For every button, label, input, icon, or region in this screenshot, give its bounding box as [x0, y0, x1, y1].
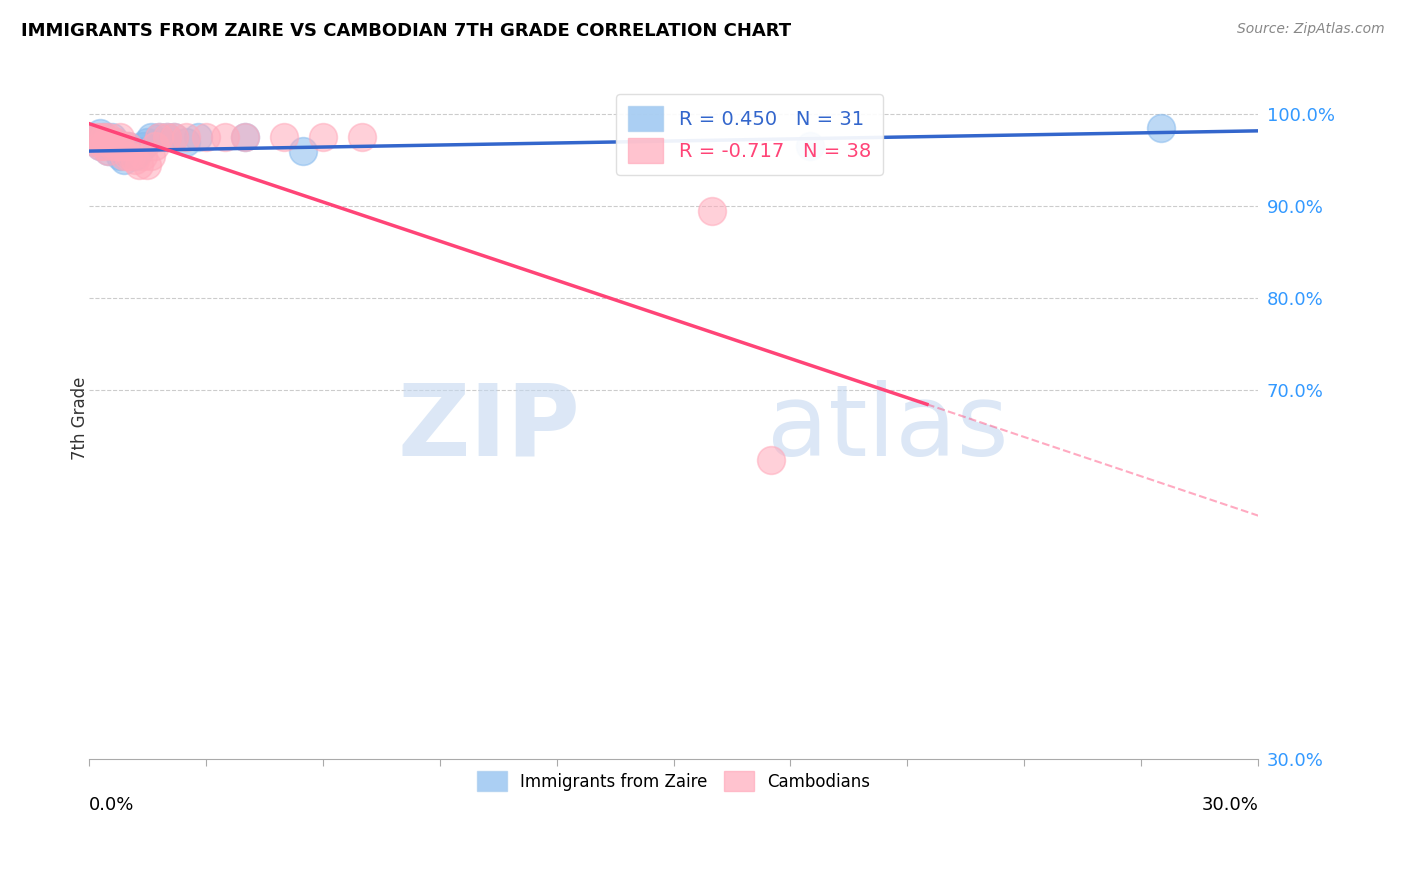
Text: IMMIGRANTS FROM ZAIRE VS CAMBODIAN 7TH GRADE CORRELATION CHART: IMMIGRANTS FROM ZAIRE VS CAMBODIAN 7TH G… — [21, 22, 792, 40]
Point — [128, 158, 150, 172]
Point — [155, 130, 177, 145]
Point — [143, 139, 166, 153]
Point — [89, 139, 111, 153]
Point — [108, 139, 131, 153]
Point — [759, 452, 782, 467]
Point — [97, 130, 120, 145]
Point — [148, 130, 170, 145]
Point — [117, 139, 139, 153]
Point — [124, 153, 146, 168]
Point — [104, 135, 127, 149]
Point — [132, 139, 155, 153]
Point — [112, 139, 135, 153]
Point — [121, 149, 143, 163]
Point — [108, 149, 131, 163]
Point — [136, 135, 159, 149]
Point — [214, 130, 236, 145]
Point — [148, 130, 170, 145]
Point — [101, 130, 124, 145]
Point — [311, 130, 333, 145]
Point — [89, 130, 111, 145]
Text: ZIP: ZIP — [396, 380, 579, 477]
Point — [117, 139, 139, 153]
Point — [799, 139, 821, 153]
Point — [273, 130, 295, 145]
Point — [108, 130, 131, 145]
Point — [194, 130, 217, 145]
Text: 0.0%: 0.0% — [89, 797, 134, 814]
Point — [112, 153, 135, 168]
Legend: Immigrants from Zaire, Cambodians: Immigrants from Zaire, Cambodians — [470, 764, 877, 798]
Point — [139, 149, 162, 163]
Y-axis label: 7th Grade: 7th Grade — [72, 376, 89, 459]
Point — [187, 130, 209, 145]
Point — [233, 130, 256, 145]
Point — [1150, 121, 1173, 136]
Text: 30.0%: 30.0% — [1202, 797, 1258, 814]
Point — [97, 135, 120, 149]
Point — [89, 126, 111, 140]
Point — [155, 130, 177, 145]
Point — [112, 149, 135, 163]
Point — [136, 158, 159, 172]
Point — [292, 144, 315, 158]
Point — [128, 144, 150, 158]
Point — [112, 144, 135, 158]
Point — [163, 130, 186, 145]
Point — [350, 130, 373, 145]
Text: Source: ZipAtlas.com: Source: ZipAtlas.com — [1237, 22, 1385, 37]
Point — [702, 203, 724, 218]
Point — [233, 130, 256, 145]
Point — [132, 149, 155, 163]
Point — [93, 135, 115, 149]
Point — [97, 144, 120, 158]
Point — [93, 139, 115, 153]
Point — [82, 130, 104, 145]
Point — [82, 130, 104, 145]
Point — [174, 130, 197, 145]
Point — [104, 139, 127, 153]
Point — [174, 135, 197, 149]
Point — [124, 149, 146, 163]
Point — [108, 139, 131, 153]
Point — [86, 135, 108, 149]
Point — [121, 144, 143, 158]
Point — [86, 135, 108, 149]
Point — [101, 139, 124, 153]
Point — [89, 139, 111, 153]
Point — [93, 130, 115, 145]
Point — [97, 135, 120, 149]
Point — [86, 130, 108, 145]
Point — [104, 135, 127, 149]
Point — [117, 149, 139, 163]
Point — [139, 130, 162, 145]
Point — [93, 130, 115, 145]
Point — [97, 144, 120, 158]
Text: atlas: atlas — [768, 380, 1008, 477]
Point — [163, 130, 186, 145]
Point — [101, 139, 124, 153]
